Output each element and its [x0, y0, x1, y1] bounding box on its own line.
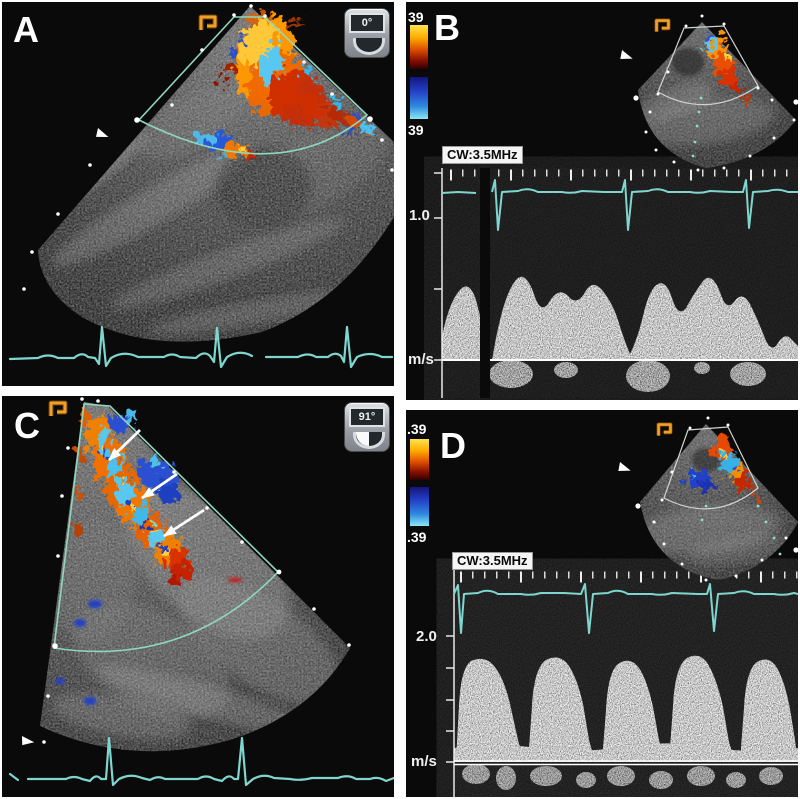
sweep-gap — [480, 168, 490, 398]
thumbnail-sector-d — [618, 416, 798, 582]
panel-a-label: A — [13, 9, 39, 50]
colorbar-cool-gradient — [410, 487, 429, 526]
doppler-colorbar-d: .39 .39 — [407, 422, 429, 552]
velocity-axis-ticks-d — [446, 635, 454, 763]
sector-edge-dots-c — [42, 397, 351, 744]
velocity-unit-label: m/s — [408, 351, 434, 368]
panel-d: D .39 .39 CW:3.5MHz 2.0 m/s — [406, 410, 798, 797]
angle-value: 91° — [349, 407, 385, 427]
spectral-baseline-d — [454, 760, 798, 766]
ecg-trace-a — [8, 325, 394, 369]
doppler-spectrum-area-b — [434, 168, 798, 398]
color-box-outline-b-thumb — [657, 25, 759, 106]
color-box-outline-c — [53, 403, 280, 653]
sector-edge-dots-b — [633, 14, 798, 172]
sector-edge-dots-a — [22, 4, 394, 291]
panel-c: C 91° — [2, 396, 394, 797]
angle-badge: 0° — [344, 8, 390, 58]
arrowhead-marker-c — [22, 736, 35, 746]
panel-b: B 39 39 CW:3.5MHz 1.0 m/s — [406, 2, 798, 400]
panel-d-doppler-image — [446, 416, 798, 797]
panel-a-ultrasound-image — [8, 4, 394, 369]
panel-c-label: C — [14, 405, 40, 446]
sector-edge-dots-d — [635, 416, 798, 582]
color-doppler-jet-a — [191, 8, 369, 154]
velocity-unit-label: m/s — [411, 753, 437, 770]
panel-d-label: D — [440, 425, 466, 466]
doppler-spectrum-area-d — [446, 570, 798, 797]
colorbar-scale-top: .39 — [407, 421, 427, 437]
angle-dial-icon — [353, 432, 385, 449]
transducer-icon — [654, 18, 671, 32]
ecg-trace-d — [453, 583, 798, 634]
panel-b-doppler-image — [434, 14, 798, 398]
colorbar-scale-bottom: 39 — [408, 122, 424, 138]
colorbar-scale-top: 39 — [408, 9, 424, 25]
ecg-trace-c — [8, 736, 394, 787]
cw-cursor-dots-b — [691, 96, 703, 158]
panel-b-label: B — [434, 7, 460, 48]
ecg-trace-b — [441, 179, 798, 231]
angle-badge: 91° — [344, 402, 390, 452]
residual-flow-dots-c — [55, 577, 242, 705]
arrowhead-marker-b — [620, 50, 633, 59]
color-doppler-jet-c — [68, 404, 187, 580]
arrowhead-marker-d — [618, 462, 631, 471]
velocity-scale-label: 2.0 — [416, 628, 437, 645]
ultrasound-sector-c — [40, 402, 350, 752]
panel-a: A 0° — [2, 2, 394, 386]
annotation-arrows — [108, 428, 205, 538]
transducer-icon — [656, 422, 673, 436]
cw-cursor-dots-d — [700, 504, 782, 556]
angle-value: 0° — [349, 13, 385, 33]
arrowhead-marker-a — [96, 128, 109, 138]
color-box-outline-a — [137, 16, 369, 155]
velocity-scale-label: 1.0 — [409, 207, 430, 224]
colorbar-warm-gradient — [410, 25, 428, 69]
colorbar-cool-gradient — [410, 77, 428, 119]
color-box-outline-d-thumb — [663, 426, 759, 510]
colorbar-warm-gradient — [410, 439, 429, 480]
colorbar-scale-bottom: .39 — [407, 529, 427, 545]
thumbnail-sector-b — [620, 14, 798, 172]
transducer-icon — [48, 400, 68, 416]
color-doppler-jet-b-thumb — [701, 29, 745, 99]
panel-c-ultrasound-image — [8, 397, 394, 787]
velocity-axis-ticks-b — [434, 172, 442, 361]
transducer-icon — [198, 14, 218, 30]
ultrasound-sector-a — [38, 6, 394, 342]
cw-mode-label: CW:3.5MHz — [452, 552, 533, 570]
angle-dial-icon — [353, 38, 385, 55]
cw-mode-label: CW:3.5MHz — [442, 146, 523, 164]
doppler-colorbar-b: 39 39 — [408, 10, 428, 140]
color-doppler-jet-d-thumb — [682, 432, 755, 497]
